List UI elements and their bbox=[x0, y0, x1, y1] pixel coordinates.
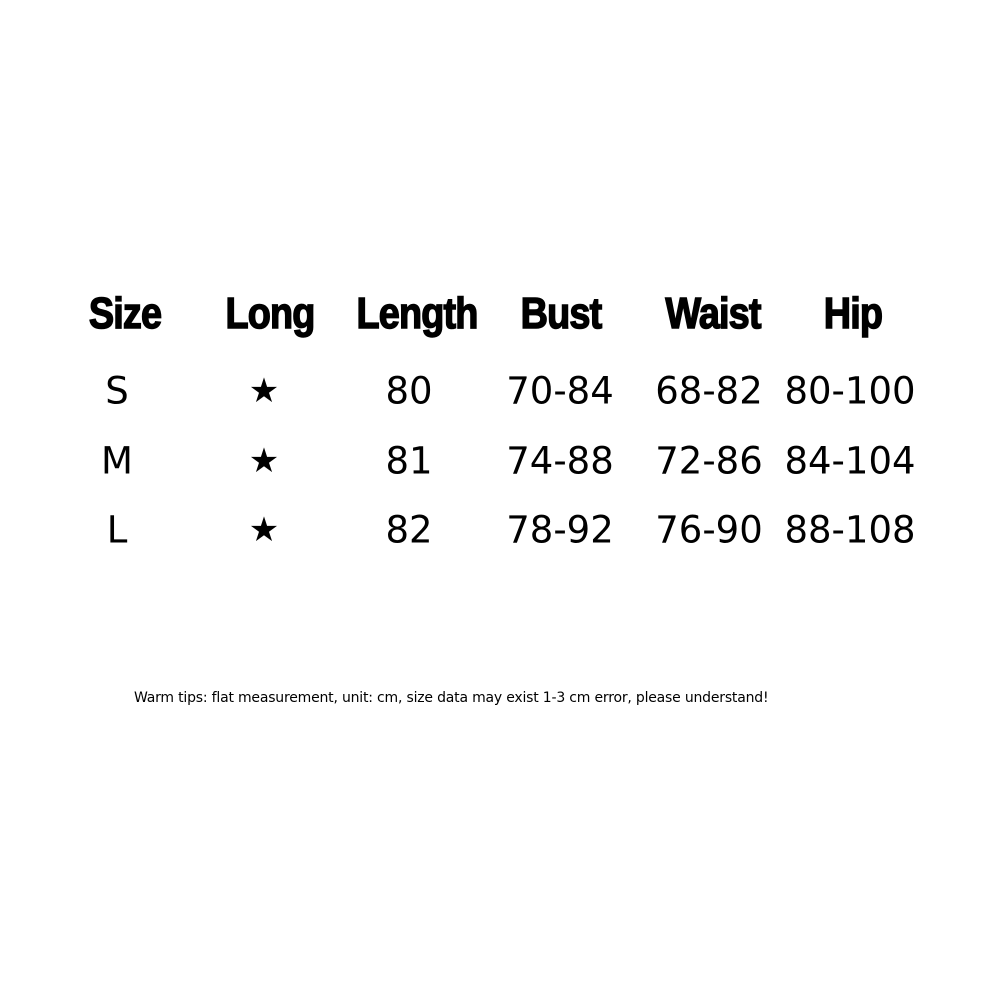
table-cell-waist: 76-90 bbox=[655, 508, 763, 552]
table-cell-hip: 88-108 bbox=[784, 508, 916, 552]
column-header-label: Bust bbox=[520, 288, 603, 339]
column-header-length: Length bbox=[347, 288, 488, 339]
column-header-label: Size bbox=[88, 288, 162, 339]
star-icon: ★ bbox=[248, 510, 280, 550]
table-cell-length: 82 bbox=[385, 508, 433, 552]
table-cell-waist: 72-86 bbox=[655, 439, 763, 483]
column-header-long: Long bbox=[218, 288, 322, 339]
column-header-label: Length bbox=[356, 288, 479, 339]
table-cell-hip: 80-100 bbox=[784, 369, 916, 413]
table-cell-waist: 68-82 bbox=[655, 369, 763, 413]
column-header-label: Waist bbox=[665, 288, 762, 339]
star-icon: ★ bbox=[248, 441, 280, 481]
table-cell-size: L bbox=[106, 508, 128, 552]
warm-tips-note: Warm tips: flat measurement, unit: cm, s… bbox=[134, 690, 769, 706]
table-cell-length: 80 bbox=[385, 369, 433, 413]
table-cell-bust: 74-88 bbox=[506, 439, 614, 483]
table-cell-bust: 78-92 bbox=[506, 508, 614, 552]
column-header-waist: Waist bbox=[658, 288, 769, 339]
table-cell-length: 81 bbox=[385, 439, 433, 483]
column-header-bust: Bust bbox=[514, 288, 608, 339]
table-cell-size: S bbox=[105, 369, 129, 413]
column-header-hip: Hip bbox=[819, 288, 887, 339]
column-header-label: Long bbox=[225, 288, 316, 339]
column-header-label: Hip bbox=[823, 288, 884, 339]
star-icon: ★ bbox=[248, 371, 280, 411]
table-cell-hip: 84-104 bbox=[784, 439, 916, 483]
table-cell-size: M bbox=[101, 439, 133, 483]
table-cell-bust: 70-84 bbox=[506, 369, 614, 413]
column-header-size: Size bbox=[83, 288, 167, 339]
